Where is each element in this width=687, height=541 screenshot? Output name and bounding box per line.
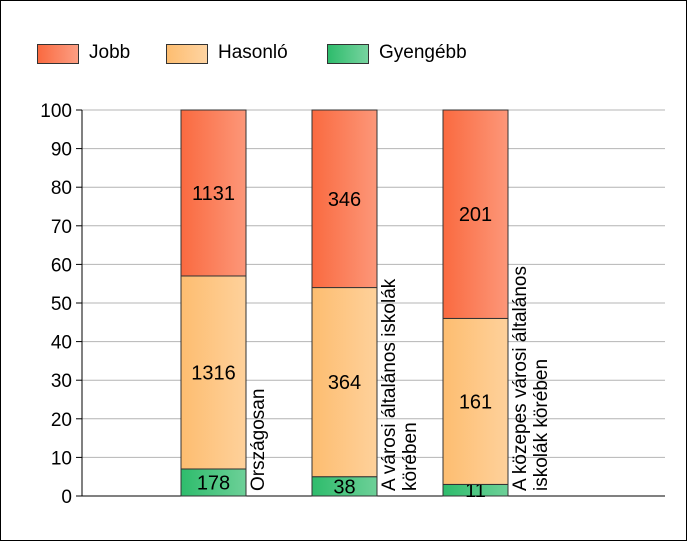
legend-label-jobb: Jobb (89, 42, 131, 63)
y-tick-label: 60 (51, 255, 72, 276)
y-tick-label: 90 (51, 140, 72, 161)
legend-swatch-jobb (37, 44, 79, 64)
category-label: A városi általános iskolák (379, 278, 400, 491)
bar-data-label: 346 (328, 189, 361, 211)
y-tick-label: 20 (51, 410, 72, 431)
y-tick-label: 30 (51, 371, 72, 392)
category-label: körében (400, 422, 421, 491)
bar-segment (180, 109, 247, 277)
bar-data-label: 201 (459, 204, 492, 226)
bar-segment (311, 109, 378, 289)
y-tick-label: 0 (61, 487, 72, 508)
y-tick-label: 70 (51, 217, 72, 238)
category-label: A közepes városi általános (510, 266, 531, 491)
category-label: Országosan (248, 389, 269, 491)
legend-label-hasonlo: Hasonló (218, 42, 288, 63)
legend-swatch-gyengebb (327, 44, 369, 64)
bar-segment (180, 275, 247, 470)
legend-label-gyengebb: Gyengébb (379, 42, 467, 63)
bar-data-label: 38 (333, 476, 355, 498)
bar-segment (442, 109, 509, 319)
bar-segment (311, 287, 378, 478)
bar-data-label: 364 (328, 372, 361, 394)
bar-data-label: 161 (459, 391, 492, 413)
bar-data-label: 11 (465, 480, 486, 502)
legend-swatch-hasonlo (166, 44, 208, 64)
bar-segment (442, 317, 509, 485)
y-tick-label: 100 (40, 101, 72, 122)
category-label: iskolák körében (531, 359, 552, 491)
y-tick-label: 50 (51, 294, 72, 315)
bar-data-label: 178 (197, 472, 230, 494)
y-tick-label: 40 (51, 333, 72, 354)
y-tick-label: 80 (51, 178, 72, 199)
bar-data-label: 1131 (192, 183, 235, 205)
y-tick-label: 10 (51, 448, 72, 469)
bar-data-label: 1316 (191, 362, 236, 384)
